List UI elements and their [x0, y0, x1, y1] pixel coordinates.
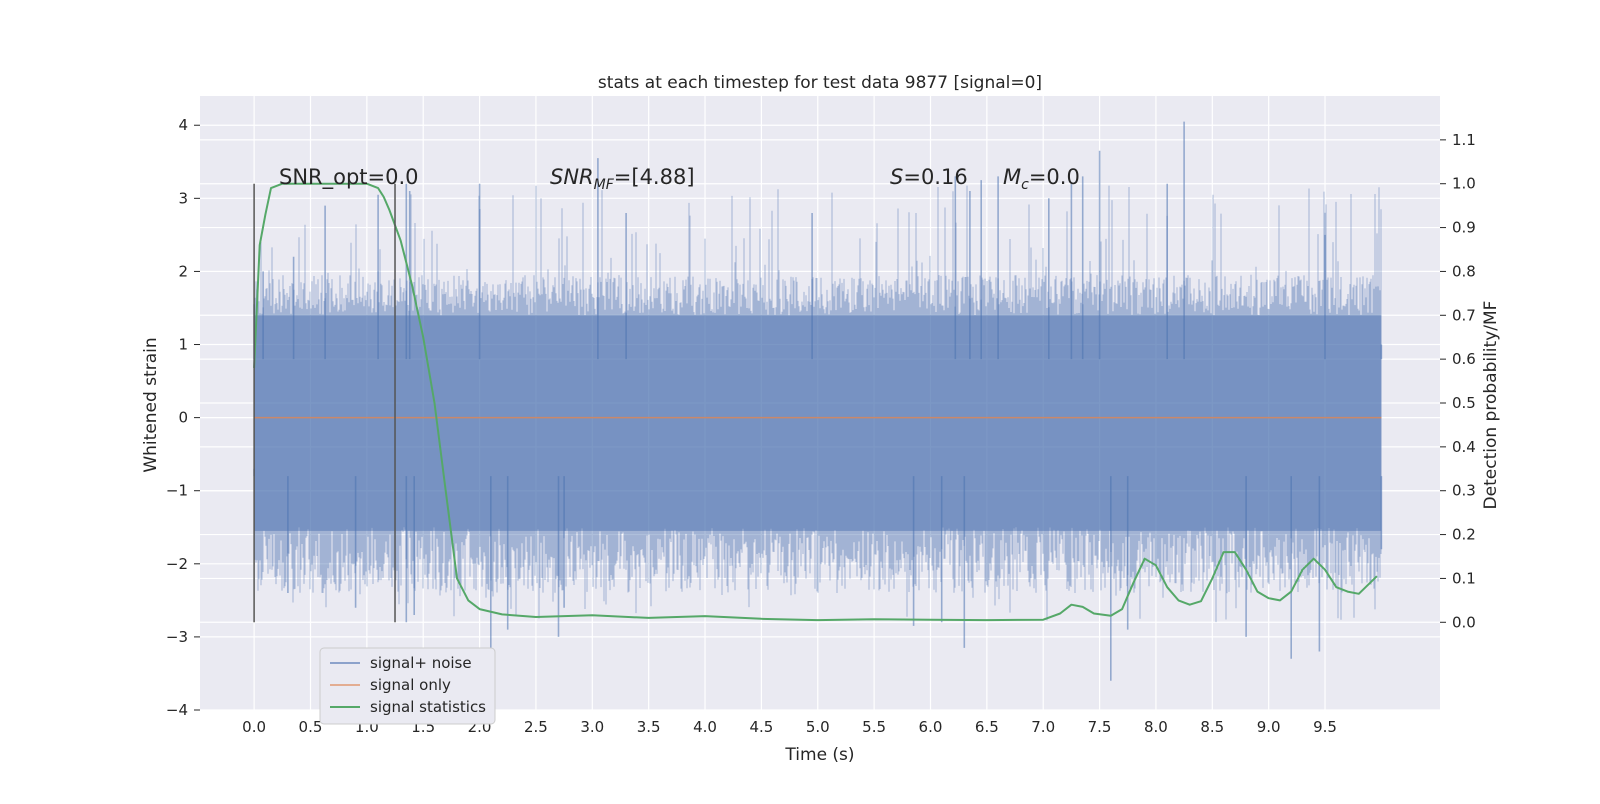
legend-label-signal-only: signal only — [370, 676, 451, 694]
y-left-tick-label: 1 — [178, 336, 188, 354]
annotation-mc-value: =0.0 — [1029, 165, 1080, 189]
y-right-tick-label: 0.8 — [1452, 262, 1476, 280]
y-left-tick-label: 4 — [178, 116, 188, 134]
y-right-tick-label: 0.0 — [1452, 613, 1476, 631]
x-tick-label: 9.0 — [1257, 718, 1281, 736]
y-right-tick-label: 0.2 — [1452, 526, 1476, 544]
y-left-tick-label: −2 — [166, 555, 188, 573]
y-right-tick-label: 1.0 — [1452, 175, 1476, 193]
x-tick-label: 3.5 — [637, 718, 661, 736]
y-left-tick-label: 0 — [178, 409, 188, 427]
annotation-mc-sub: c — [1021, 177, 1029, 193]
x-tick-label: 7.5 — [1088, 718, 1112, 736]
annotation-mc: Mc=0.0 — [1003, 165, 1080, 193]
x-tick-label: 3.0 — [580, 718, 604, 736]
x-tick-label: 4.0 — [693, 718, 717, 736]
noise-core-band — [254, 315, 1382, 531]
x-tick-label: 0.5 — [299, 718, 323, 736]
chart-title: stats at each timestep for test data 987… — [598, 73, 1042, 93]
x-tick-label: 8.5 — [1200, 718, 1224, 736]
y-right-tick-label: 0.6 — [1452, 350, 1476, 368]
y-right-tick-label: 0.5 — [1452, 394, 1476, 412]
x-tick-label: 7.0 — [1031, 718, 1055, 736]
signal-statistics-line — [253, 182, 1378, 622]
tick-layer: 0.0 0.5 1.0 1.5 2.0 2.5 3.0 3.5 4.0 4.5 5.0 5.5 6.0 6… — [166, 116, 1476, 736]
y-left-tick-label: −4 — [166, 701, 188, 719]
noise-layer — [253, 121, 1383, 681]
legend: signal+ noise signal only signal statist… — [319, 647, 496, 725]
y-left-tick-label: −3 — [166, 628, 188, 646]
series-layer — [253, 182, 1382, 622]
x-tick-label: 0.0 — [242, 718, 266, 736]
annotation-s-value: =0.16 — [903, 165, 967, 189]
y-right-tick-label: 0.4 — [1452, 438, 1476, 456]
y-left-tick-label: 2 — [178, 262, 188, 280]
marker-layer — [253, 183, 396, 623]
y-right-tick-label: 0.3 — [1452, 482, 1476, 500]
annotation-snr-mf-name: SNR — [550, 165, 594, 189]
annotation-s: S=0.16 — [890, 165, 968, 189]
y-right-tick-label: 1.1 — [1452, 131, 1476, 149]
annotation-snr-mf-sub: MF — [594, 177, 615, 193]
annotation-snr-mf-value: =[4.88] — [614, 165, 695, 189]
legend-box — [319, 647, 496, 725]
annotation-snr-opt: SNR_opt=0.0 — [279, 165, 419, 190]
y-right-tick-label: 0.9 — [1452, 219, 1476, 237]
noise-spikes — [254, 185, 1382, 623]
y-left-tick-label: 3 — [178, 189, 188, 207]
x-tick-label: 5.5 — [862, 718, 886, 736]
legend-label-signal-noise: signal+ noise — [370, 654, 472, 672]
y-right-tick-label: 0.1 — [1452, 569, 1476, 587]
x-tick-label: 6.5 — [975, 718, 999, 736]
y-right-tick-label: 0.7 — [1452, 306, 1476, 324]
x-tick-label: 6.0 — [919, 718, 943, 736]
y-axis-label-right: Detection probability/MF — [1481, 301, 1501, 510]
y-axis-label-left: Whitened strain — [141, 337, 161, 472]
annotation-s-name: S — [890, 165, 903, 189]
x-tick-label: 5.0 — [806, 718, 830, 736]
annotation-snr-mf: SNRMF=[4.88] — [550, 165, 695, 193]
x-tick-label: 4.5 — [749, 718, 773, 736]
y-left-tick-label: −1 — [166, 482, 188, 500]
x-tick-label: 9.5 — [1313, 718, 1337, 736]
x-tick-label: 2.5 — [524, 718, 548, 736]
legend-label-signal-statistics: signal statistics — [370, 698, 486, 716]
x-axis-label: Time (s) — [784, 745, 854, 765]
annotation-mc-name: M — [1003, 165, 1021, 189]
x-tick-label: 8.0 — [1144, 718, 1168, 736]
